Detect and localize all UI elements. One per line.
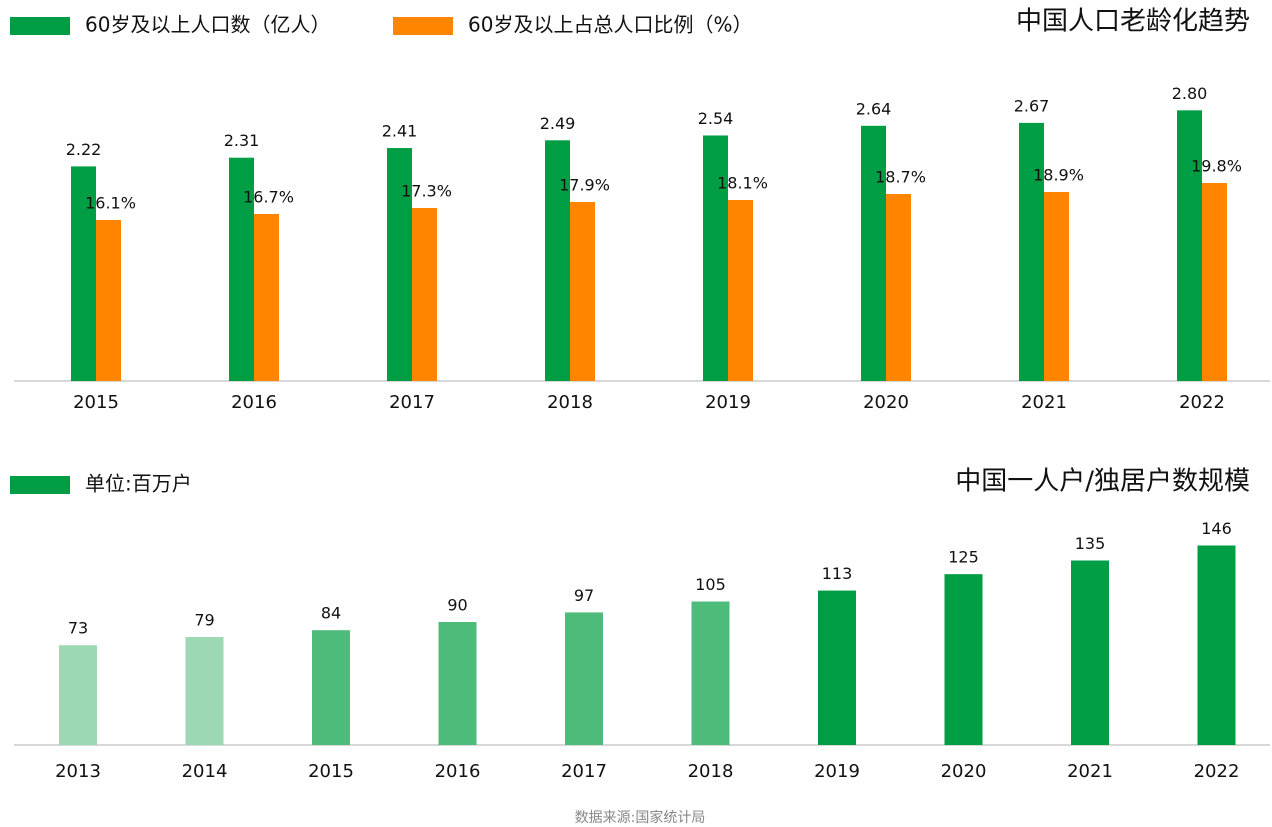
- data-label: 18.1%: [717, 174, 768, 193]
- bar: [691, 601, 730, 745]
- bar: [861, 125, 886, 381]
- data-label: 17.9%: [559, 176, 610, 195]
- legend-swatch: [10, 17, 70, 35]
- legend-swatch: [10, 476, 70, 494]
- x-tick-label: 2019: [814, 761, 860, 782]
- legend-label: 单位:百万户: [85, 472, 192, 496]
- x-tick-label: 2022: [1179, 392, 1225, 413]
- bar: [818, 590, 856, 745]
- data-label: 79: [194, 611, 214, 630]
- bar: [1071, 560, 1109, 745]
- data-label: 2.22: [66, 140, 102, 159]
- data-label: 16.7%: [243, 188, 294, 207]
- data-label: 125: [948, 548, 979, 567]
- bar: [387, 148, 412, 381]
- bar: [185, 637, 224, 745]
- data-label: 105: [695, 575, 726, 594]
- data-label: 18.7%: [875, 168, 926, 187]
- data-label: 146: [1201, 519, 1232, 538]
- x-tick-label: 2021: [1067, 761, 1113, 782]
- bar: [944, 574, 983, 745]
- x-tick-label: 2014: [182, 761, 228, 782]
- x-tick-label: 2020: [863, 392, 909, 413]
- bar: [886, 194, 911, 381]
- x-tick-label: 2016: [435, 761, 481, 782]
- data-label: 18.9%: [1033, 166, 1084, 185]
- legend-swatch: [393, 17, 453, 35]
- x-tick-label: 2015: [73, 392, 119, 413]
- bar: [1044, 192, 1069, 381]
- bar: [96, 220, 121, 381]
- legend-label: 60岁及以上占总人口比例（%）: [468, 13, 752, 37]
- bar: [570, 202, 595, 381]
- data-label: 113: [822, 564, 853, 583]
- bar: [254, 214, 279, 381]
- bar: [565, 612, 603, 745]
- data-label: 2.49: [540, 114, 576, 133]
- chart-title: 中国一人户/独居户数规模: [955, 467, 1250, 497]
- x-tick-label: 2016: [231, 392, 277, 413]
- data-label: 2.80: [1172, 84, 1208, 103]
- data-label: 90: [447, 596, 467, 615]
- data-label: 2.64: [856, 99, 892, 118]
- data-label: 17.3%: [401, 182, 452, 201]
- data-label: 73: [68, 619, 88, 638]
- bar: [545, 140, 570, 381]
- bar: [728, 200, 753, 381]
- x-tick-label: 2022: [1194, 761, 1240, 782]
- legend-label: 60岁及以上人口数（亿人）: [85, 13, 330, 37]
- bar: [229, 157, 254, 381]
- x-tick-label: 2017: [561, 761, 607, 782]
- data-label: 2.41: [382, 122, 418, 141]
- bar: [1202, 183, 1227, 381]
- bar: [1197, 545, 1236, 745]
- x-tick-label: 2017: [389, 392, 435, 413]
- x-tick-label: 2018: [688, 761, 734, 782]
- x-tick-label: 2020: [941, 761, 987, 782]
- data-label: 97: [574, 586, 594, 605]
- bar: [703, 135, 728, 381]
- data-label: 16.1%: [85, 194, 136, 213]
- data-label: 2.67: [1014, 96, 1050, 115]
- x-tick-label: 2013: [55, 761, 101, 782]
- bar: [412, 208, 437, 381]
- bar: [312, 630, 350, 745]
- x-tick-label: 2018: [547, 392, 593, 413]
- x-tick-label: 2015: [308, 761, 354, 782]
- chart-title: 中国人口老龄化趋势: [1016, 7, 1250, 37]
- x-tick-label: 2021: [1021, 392, 1067, 413]
- x-tick-label: 2019: [705, 392, 751, 413]
- bar: [1177, 110, 1202, 381]
- source-note: 数据来源:国家统计局: [575, 809, 706, 826]
- data-label: 135: [1075, 534, 1106, 553]
- bar: [438, 622, 477, 745]
- bar: [71, 166, 96, 381]
- data-label: 2.31: [224, 131, 260, 150]
- bar: [59, 645, 97, 745]
- data-label: 19.8%: [1191, 157, 1242, 176]
- bar: [1019, 122, 1044, 382]
- data-label: 2.54: [698, 109, 734, 128]
- data-label: 84: [321, 604, 341, 623]
